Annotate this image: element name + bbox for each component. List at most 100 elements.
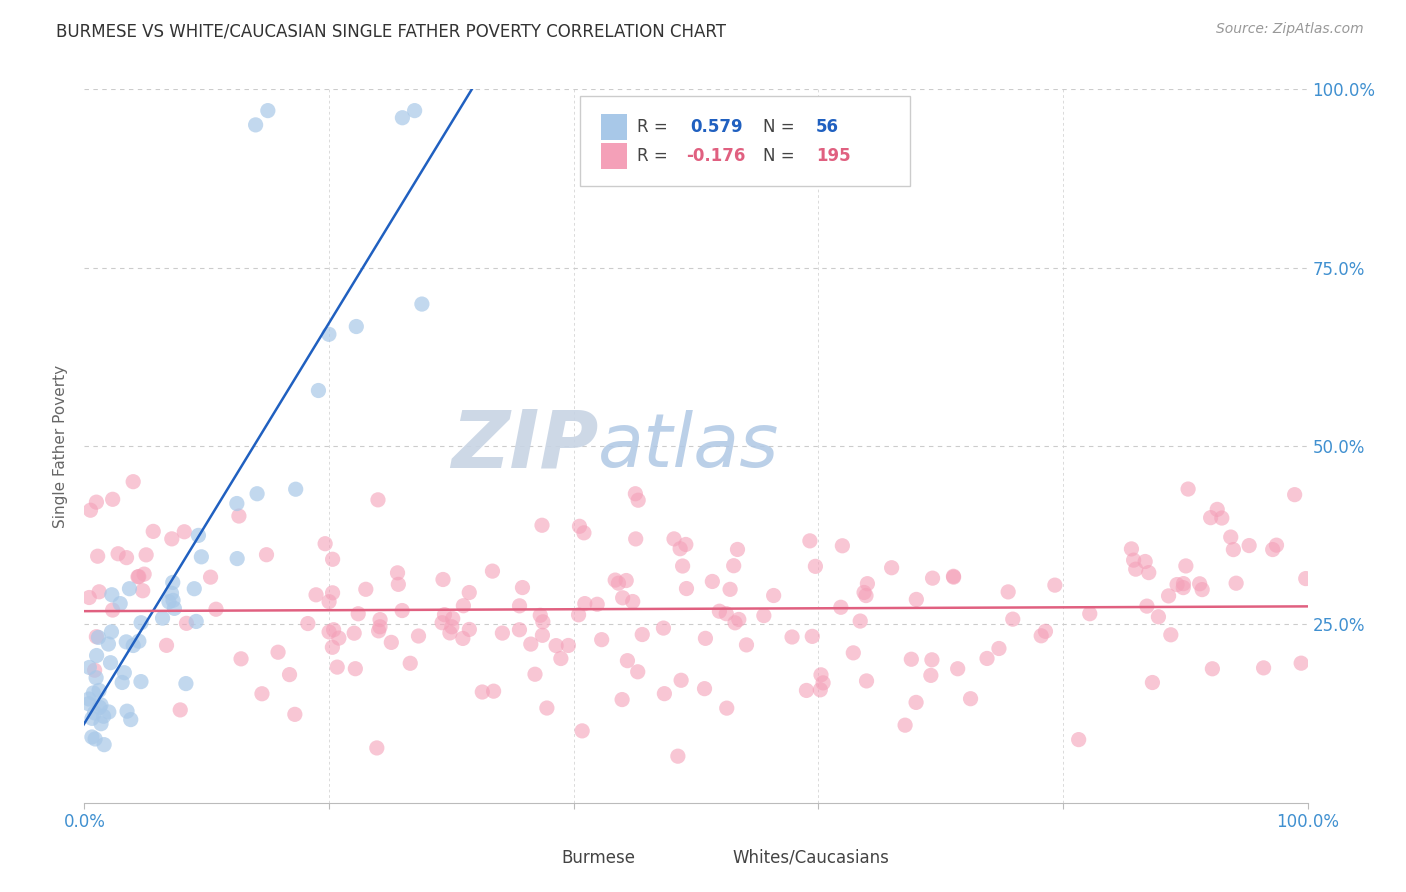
Point xyxy=(610,692,633,706)
Point xyxy=(245,118,267,132)
Point xyxy=(920,668,942,682)
Point xyxy=(132,583,155,598)
Point xyxy=(627,493,650,508)
Point xyxy=(520,637,543,651)
Point xyxy=(1222,542,1244,557)
Point xyxy=(550,651,572,665)
Point xyxy=(441,611,464,625)
Point xyxy=(83,706,105,720)
Point xyxy=(367,492,389,507)
Point xyxy=(614,574,637,588)
Point xyxy=(112,665,135,680)
Point xyxy=(160,586,183,600)
Point xyxy=(508,599,530,613)
Point xyxy=(1201,662,1223,676)
Point xyxy=(546,639,568,653)
Point xyxy=(574,597,596,611)
Point xyxy=(77,697,100,711)
Point xyxy=(675,537,697,551)
Point xyxy=(79,503,101,517)
Point xyxy=(709,604,731,618)
Point xyxy=(471,685,494,699)
Point xyxy=(997,585,1019,599)
Point xyxy=(322,623,344,637)
Point xyxy=(87,683,110,698)
Point xyxy=(82,686,104,700)
Point xyxy=(284,707,307,722)
Point xyxy=(321,640,343,655)
Point xyxy=(624,532,647,546)
Point xyxy=(90,698,112,712)
Text: R =: R = xyxy=(637,118,668,136)
Point xyxy=(481,564,503,578)
Point xyxy=(830,600,852,615)
Point xyxy=(1133,555,1156,569)
Point xyxy=(162,575,184,590)
Point xyxy=(702,574,724,589)
Point xyxy=(571,723,593,738)
Point xyxy=(101,603,124,617)
Point xyxy=(675,582,697,596)
Point xyxy=(256,548,278,562)
Point xyxy=(322,586,344,600)
Point xyxy=(1001,612,1024,626)
Point xyxy=(367,624,389,638)
Point xyxy=(524,667,547,681)
Point xyxy=(80,730,103,744)
Point xyxy=(508,623,530,637)
Point xyxy=(84,671,107,685)
Point xyxy=(190,549,212,564)
Point xyxy=(900,652,922,666)
Point xyxy=(267,645,290,659)
Point xyxy=(727,612,749,626)
Point xyxy=(115,635,138,649)
Point xyxy=(458,585,481,599)
Point xyxy=(921,571,943,585)
Point xyxy=(87,631,110,645)
Point xyxy=(1206,502,1229,516)
Point xyxy=(1137,566,1160,580)
Point xyxy=(174,676,197,690)
Point xyxy=(666,749,689,764)
Point xyxy=(97,705,120,719)
Point xyxy=(100,656,122,670)
Point xyxy=(120,713,142,727)
Point xyxy=(86,549,108,564)
Point xyxy=(129,615,152,630)
Point xyxy=(586,597,609,611)
Point xyxy=(343,626,366,640)
Point xyxy=(250,687,273,701)
Point xyxy=(430,615,453,630)
Point xyxy=(1147,609,1170,624)
Point xyxy=(1237,539,1260,553)
Bar xyxy=(524,847,551,869)
Text: R =: R = xyxy=(637,147,668,165)
Point xyxy=(1177,482,1199,496)
Point xyxy=(142,524,165,539)
Point xyxy=(1261,542,1284,557)
Point xyxy=(366,741,388,756)
Point xyxy=(1188,576,1211,591)
Point xyxy=(531,628,554,642)
Point xyxy=(284,482,307,496)
Point xyxy=(536,701,558,715)
Point xyxy=(616,654,638,668)
Point xyxy=(1295,572,1317,586)
Point xyxy=(89,700,111,714)
Point xyxy=(811,676,834,690)
Point xyxy=(842,646,865,660)
Point xyxy=(176,616,198,631)
Point xyxy=(440,620,463,634)
Point xyxy=(122,475,145,489)
Point xyxy=(115,550,138,565)
Point xyxy=(127,570,149,584)
Point xyxy=(624,487,647,501)
Point xyxy=(1225,576,1247,591)
Point xyxy=(458,623,481,637)
Point xyxy=(228,509,250,524)
Point xyxy=(160,532,183,546)
Point xyxy=(108,597,131,611)
Point xyxy=(1199,510,1222,524)
Point xyxy=(318,327,340,342)
Point xyxy=(135,548,157,562)
